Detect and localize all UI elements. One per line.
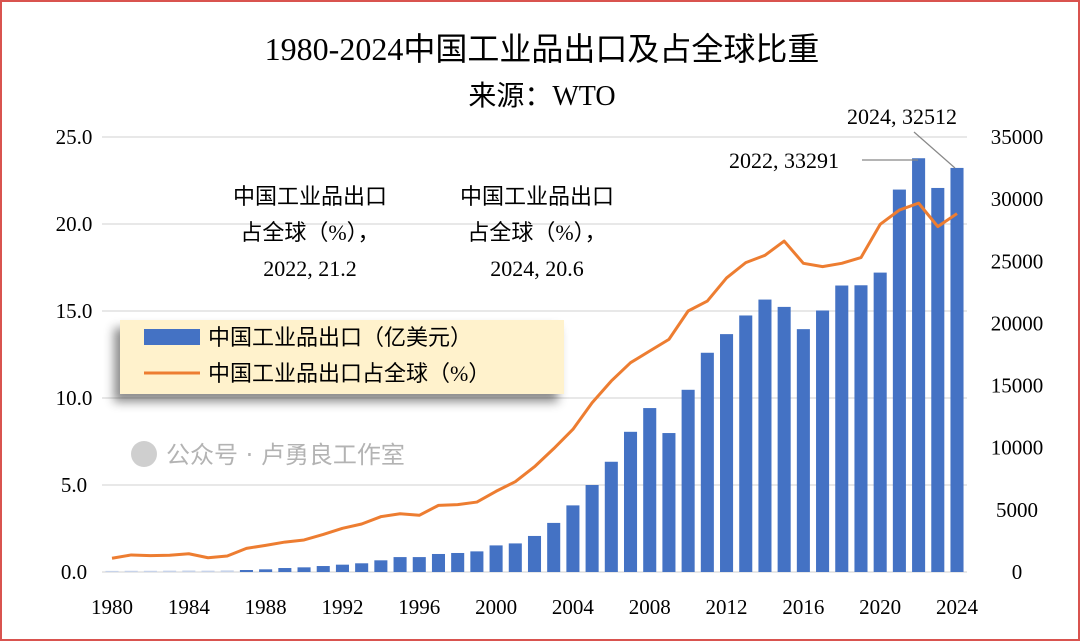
bar-1982 bbox=[143, 570, 157, 572]
annotation-leader-2024 bbox=[913, 131, 956, 169]
bar-1983 bbox=[163, 570, 177, 572]
bar-2008 bbox=[643, 408, 657, 572]
x-tick-label: 2012 bbox=[706, 595, 748, 619]
y-right-tick-label: 10000 bbox=[991, 436, 1044, 460]
annotation-share-2024: 中国工业品出口 占全球（%）， 2024, 20.6 bbox=[460, 184, 614, 281]
wechat-icon bbox=[131, 441, 157, 467]
bar-2018 bbox=[835, 285, 849, 572]
bar-2014 bbox=[758, 299, 772, 572]
bar-2001 bbox=[508, 543, 522, 572]
bar-1980 bbox=[105, 570, 119, 572]
y-right-tick-label: 25000 bbox=[991, 249, 1044, 273]
x-tick-label: 2024 bbox=[936, 595, 979, 619]
x-tick-label: 1984 bbox=[168, 595, 211, 619]
bar-2022 bbox=[912, 158, 926, 573]
x-tick-label: 2004 bbox=[552, 595, 595, 619]
x-tick-label: 1988 bbox=[245, 595, 287, 619]
bar-2002 bbox=[527, 535, 542, 572]
bar-1984 bbox=[182, 570, 196, 572]
svg-text:2022, 21.2: 2022, 21.2 bbox=[263, 256, 357, 281]
svg-text:占全球（%），: 占全球（%）， bbox=[240, 220, 379, 245]
bar-2020 bbox=[873, 272, 887, 572]
watermark: 公众号 · 卢勇良工作室 bbox=[131, 441, 405, 469]
y-left-tick-label: 15.0 bbox=[56, 299, 93, 323]
bar-2009 bbox=[662, 433, 676, 572]
bar-1994 bbox=[374, 560, 388, 572]
annotation-export-2022: 2022, 33291 bbox=[729, 148, 839, 173]
x-tick-label: 2020 bbox=[859, 595, 901, 619]
bar-1988 bbox=[259, 569, 273, 572]
bar-1999 bbox=[470, 551, 484, 572]
bar-2000 bbox=[489, 545, 503, 572]
bar-1985 bbox=[201, 570, 215, 572]
x-axis-ticks: 1980 1984 1988 1992 1996 2000 2004 2008 2012 2016… bbox=[91, 595, 979, 619]
bar-1991 bbox=[316, 566, 330, 572]
bar-2015 bbox=[777, 306, 791, 572]
bar-1995 bbox=[393, 557, 407, 572]
bar-2021 bbox=[892, 189, 906, 572]
y-right-tick-label: 15000 bbox=[991, 374, 1044, 398]
x-tick-label: 2016 bbox=[782, 595, 824, 619]
bar-2019 bbox=[854, 285, 868, 572]
x-tick-label: 1992 bbox=[321, 595, 363, 619]
svg-text:中国工业品出口: 中国工业品出口 bbox=[460, 184, 614, 209]
svg-text:中国工业品出口: 中国工业品出口 bbox=[233, 184, 387, 209]
left-axis-ticks: 0.0 5.0 10.0 15.0 20.0 25.0 bbox=[56, 125, 93, 584]
y-right-tick-label: 30000 bbox=[991, 187, 1044, 211]
bar-1987 bbox=[239, 570, 253, 572]
right-axis-ticks: 0 5000 10000 15000 20000 25000 30000 35000 bbox=[991, 125, 1044, 584]
y-right-tick-label: 20000 bbox=[991, 311, 1044, 335]
bar-2013 bbox=[739, 315, 753, 572]
legend: 中国工业品出口（亿美元） 中国工业品出口占全球（%） bbox=[120, 320, 564, 394]
line-series bbox=[111, 201, 958, 560]
bar-2007 bbox=[623, 431, 638, 572]
bar-2024 bbox=[950, 167, 964, 572]
y-right-tick-label: 35000 bbox=[991, 125, 1044, 149]
y-right-tick-label: 5000 bbox=[996, 498, 1038, 522]
y-right-tick-label: 0 bbox=[1012, 560, 1023, 584]
legend-label-line: 中国工业品出口占全球（%） bbox=[208, 361, 490, 386]
x-tick-label: 2008 bbox=[629, 595, 671, 619]
bar-1992 bbox=[335, 564, 349, 572]
bar-2006 bbox=[604, 461, 618, 572]
bar-1997 bbox=[431, 553, 446, 572]
y-left-tick-label: 0.0 bbox=[61, 560, 87, 584]
svg-text:公众号 · 卢勇良工作室: 公众号 · 卢勇良工作室 bbox=[166, 441, 405, 469]
x-tick-label: 1996 bbox=[398, 595, 440, 619]
legend-swatch-bar bbox=[144, 329, 200, 345]
y-left-tick-label: 20.0 bbox=[56, 212, 93, 236]
bar-series bbox=[105, 158, 964, 573]
bar-1993 bbox=[355, 563, 369, 572]
y-left-tick-label: 25.0 bbox=[56, 125, 93, 149]
x-tick-label: 1980 bbox=[91, 595, 133, 619]
bar-1989 bbox=[278, 568, 292, 572]
bar-2016 bbox=[796, 329, 810, 572]
bar-2017 bbox=[816, 310, 830, 572]
legend-label-bar: 中国工业品出口（亿美元） bbox=[208, 325, 472, 350]
y-left-tick-label: 10.0 bbox=[56, 386, 93, 410]
chart-subtitle: 来源：WTO bbox=[468, 80, 615, 112]
bar-1996 bbox=[412, 557, 426, 572]
annotation-share-2022: 中国工业品出口 占全球（%）， 2022, 21.2 bbox=[233, 184, 387, 281]
svg-text:2024, 20.6: 2024, 20.6 bbox=[490, 256, 584, 281]
bar-2011 bbox=[700, 352, 714, 572]
annotation-export-2024: 2024, 32512 bbox=[847, 104, 957, 129]
x-tick-label: 2000 bbox=[475, 595, 517, 619]
svg-text:占全球（%），: 占全球（%）， bbox=[467, 220, 606, 245]
bar-1981 bbox=[124, 570, 138, 572]
bar-2003 bbox=[547, 522, 561, 572]
bar-1990 bbox=[297, 567, 311, 572]
chart-title: 1980-2024中国工业品出口及占全球比重 bbox=[265, 31, 820, 67]
bar-2012 bbox=[720, 334, 734, 572]
bar-2023 bbox=[931, 187, 945, 572]
bar-2010 bbox=[681, 389, 695, 572]
bar-2004 bbox=[566, 505, 580, 572]
bar-2005 bbox=[585, 485, 599, 572]
y-left-tick-label: 5.0 bbox=[61, 473, 87, 497]
bar-1986 bbox=[220, 570, 234, 572]
bar-1998 bbox=[451, 552, 465, 572]
